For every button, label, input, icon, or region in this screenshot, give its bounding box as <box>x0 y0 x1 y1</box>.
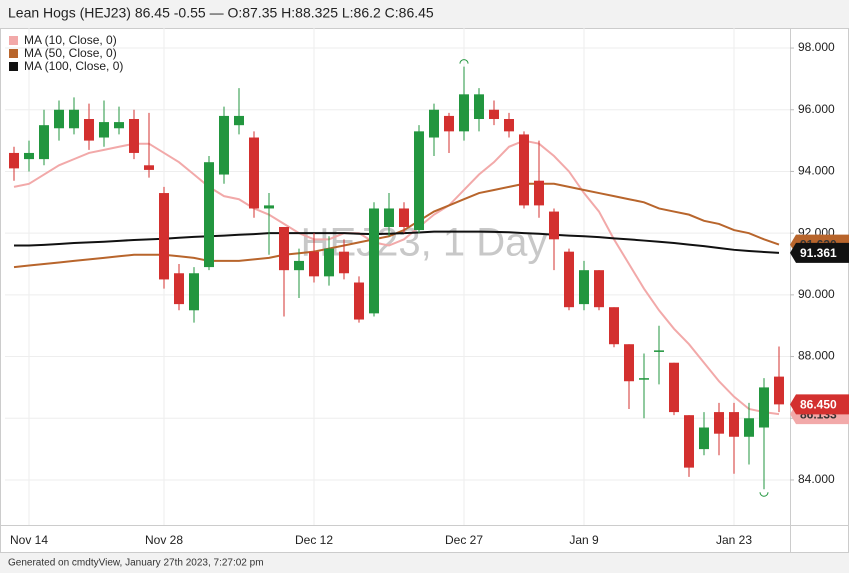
candle-body <box>699 427 709 450</box>
grid <box>5 28 790 525</box>
candle-body <box>9 152 19 169</box>
y-tick-label: 98.000 <box>798 40 835 54</box>
candle-body <box>714 412 724 434</box>
y-tick-label: 90.000 <box>798 287 835 301</box>
price-badge-label: 86.450 <box>800 398 837 412</box>
candle-body <box>774 376 784 405</box>
candle-body <box>474 94 484 120</box>
candle-body <box>129 119 139 153</box>
price-badge <box>790 242 849 263</box>
candle-body <box>594 270 604 308</box>
legend-label: MA (10, Close, 0) <box>24 33 117 47</box>
legend-label: MA (100, Close, 0) <box>24 59 123 73</box>
candle-body <box>759 387 769 428</box>
candle-body <box>639 378 649 380</box>
candle-body <box>249 137 259 209</box>
legend-swatch <box>9 62 18 71</box>
candle-body <box>414 131 424 231</box>
low-marker <box>759 492 769 497</box>
y-tick-label: 94.000 <box>798 164 835 178</box>
y-tick-label: 84.000 <box>798 472 835 486</box>
candle-body <box>534 180 544 206</box>
candle-body <box>174 273 184 305</box>
candle-body <box>399 208 409 227</box>
candle-body <box>579 270 589 305</box>
candle-body <box>504 119 514 132</box>
price-badge <box>790 394 849 415</box>
candle-body <box>324 248 334 277</box>
candle-body <box>549 211 559 240</box>
x-tick-label: Nov 28 <box>145 533 183 547</box>
candle-body <box>234 115 244 126</box>
x-tick-label: Dec 27 <box>445 533 483 547</box>
high-marker <box>459 59 469 64</box>
x-tick-label: Dec 12 <box>295 533 333 547</box>
y-tick-label: 88.000 <box>798 349 835 363</box>
candle-body <box>219 115 229 175</box>
candle-body <box>624 344 634 382</box>
x-tick-label: Jan 9 <box>569 533 599 547</box>
candle-body <box>99 122 109 138</box>
candle-body <box>309 251 319 277</box>
candle-body <box>54 109 64 129</box>
ma-line <box>13 139 780 416</box>
candle-body <box>729 412 739 437</box>
candle-body <box>114 122 124 129</box>
footer-bar <box>0 553 849 573</box>
header-bar <box>0 0 849 28</box>
footer: Generated on cmdtyView, January 27th 202… <box>8 558 264 569</box>
candle-body <box>279 226 289 271</box>
candle-body <box>84 119 94 141</box>
candle-body <box>354 282 364 320</box>
candle-body <box>669 362 679 413</box>
candle-body <box>384 208 394 227</box>
candle-body <box>189 273 199 311</box>
ma-line <box>14 230 780 254</box>
candle-body <box>39 125 49 160</box>
price-badge-label: 91.361 <box>800 246 837 260</box>
candle-body <box>294 260 304 271</box>
y-tick-label: 96.000 <box>798 102 835 116</box>
candle-body <box>339 251 349 274</box>
candle-body <box>564 251 574 308</box>
candle-body <box>684 415 694 468</box>
candle-body <box>159 193 169 280</box>
legend-label: MA (50, Close, 0) <box>24 46 117 60</box>
x-tick-label: Nov 14 <box>10 533 48 547</box>
candle-body <box>24 152 34 160</box>
candle-body <box>609 307 619 345</box>
candle-body <box>444 115 454 132</box>
candle-body <box>654 350 664 352</box>
candle-body <box>69 109 79 129</box>
candle-body <box>204 162 214 268</box>
legend-swatch <box>9 36 18 45</box>
candle-body <box>429 109 439 138</box>
candle-body <box>369 208 379 314</box>
legend-swatch <box>9 49 18 58</box>
candle-body <box>264 205 274 209</box>
candle-body <box>144 165 154 170</box>
candle-body <box>459 94 469 132</box>
candle-body <box>744 418 754 437</box>
candle-body <box>519 134 529 206</box>
frame <box>0 28 849 553</box>
chart-title: Lean Hogs (HEJ23) 86.45 -0.55 — O:87.35 … <box>8 5 434 21</box>
x-tick-label: Jan 23 <box>716 533 752 547</box>
candle-body <box>489 109 499 120</box>
